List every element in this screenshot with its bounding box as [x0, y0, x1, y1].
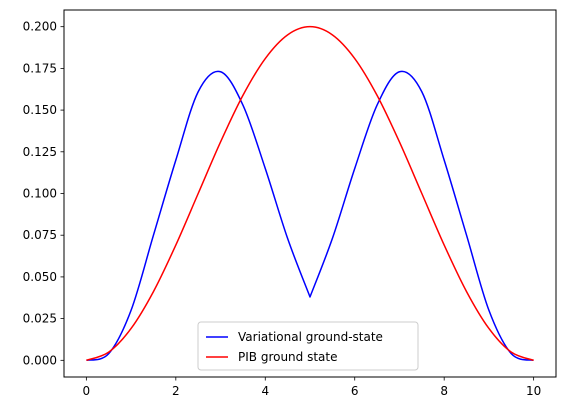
y-tick-label: 0.100	[23, 187, 57, 201]
y-tick-label: 0.150	[23, 103, 57, 117]
x-tick-label: 8	[440, 384, 448, 398]
legend-label: Variational ground-state	[238, 330, 383, 344]
x-tick-label: 0	[83, 384, 91, 398]
y-tick-label: 0.200	[23, 20, 57, 34]
y-axis-ticks: 0.000 0.025 0.050 0.075 0.100 0.125 0.150 0.175…	[23, 20, 64, 367]
series-line-1	[86, 70, 534, 362]
y-tick-label: 0.000	[23, 353, 57, 367]
x-axis-ticks: 0 2 4 6 8 10	[83, 377, 541, 398]
plot-area	[86, 25, 534, 362]
x-tick-label: 2	[172, 384, 180, 398]
axes-frame	[63, 9, 557, 378]
y-tick-label: 0.050	[23, 270, 57, 284]
y-tick-label: 0.025	[23, 312, 57, 326]
y-tick-label: 0.175	[23, 61, 57, 75]
x-tick-label: 6	[351, 384, 359, 398]
legend-label: PIB ground state	[238, 350, 338, 364]
y-tick-label: 0.075	[23, 228, 57, 242]
legend-box	[197, 321, 419, 371]
legend: Variational ground-state PIB ground state	[197, 321, 419, 371]
series-line-2	[86, 25, 534, 362]
y-tick-label: 0.125	[23, 145, 57, 159]
x-tick-label: 10	[526, 384, 541, 398]
x-tick-label: 4	[261, 384, 269, 398]
